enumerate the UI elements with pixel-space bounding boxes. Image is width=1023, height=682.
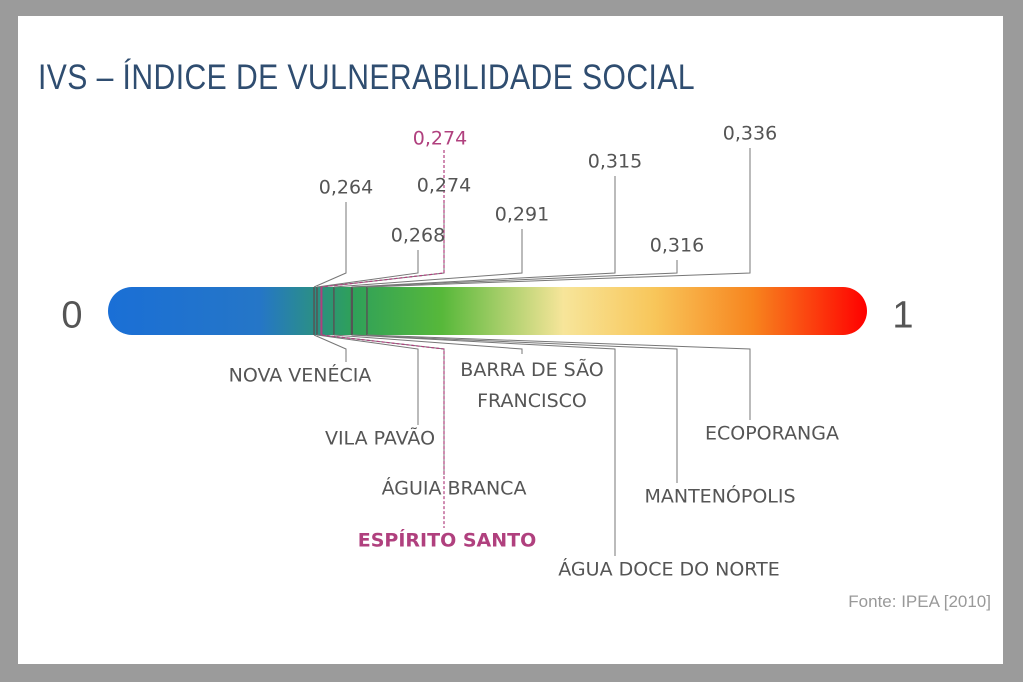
category-label: VILA PAVÃO — [324, 427, 436, 450]
highlight-label: ESPÍRITO SANTO — [357, 529, 537, 552]
category-label: MANTENÓPOLIS — [644, 485, 796, 508]
scale-bar — [108, 287, 867, 335]
leader-line — [313, 202, 347, 288]
leader-line — [316, 334, 419, 425]
leader-line — [352, 334, 678, 483]
highlight-value-label: 0,274 — [412, 127, 468, 150]
leader-line — [352, 260, 678, 288]
leader-line — [366, 148, 751, 288]
leader-line — [351, 334, 616, 556]
leader-line — [333, 229, 523, 288]
source: Fonte: IPEA [2010] — [848, 592, 991, 611]
chart-title: IVS – ÍNDICE DE VULNERABILIDADE SOCIAL — [38, 58, 695, 97]
leader-line — [313, 334, 347, 362]
x-tick-label: 1 — [892, 294, 914, 337]
leader-line — [366, 334, 751, 420]
value-label: 0,315 — [587, 150, 643, 173]
leader-line — [316, 250, 419, 288]
leader-line — [351, 176, 616, 288]
leader-line — [333, 334, 523, 354]
value-label: 0,316 — [649, 234, 705, 257]
value-label: 0,264 — [318, 176, 374, 199]
category-label: ÁGUIA BRANCA — [381, 477, 527, 500]
category-label: ÁGUA DOCE DO NORTE — [558, 558, 780, 581]
value-label: 0,268 — [390, 224, 446, 247]
value-label: 0,291 — [494, 203, 550, 226]
value-label: 0,274 — [416, 174, 472, 197]
category-label: ECOPORANGA — [704, 422, 840, 445]
x-tick-label: 0 — [61, 294, 83, 337]
category-label: NOVA VENÉCIA — [228, 364, 372, 387]
category-label: BARRA DE SÃO FRANCISCO — [460, 359, 604, 412]
highlight-line — [320, 150, 445, 528]
value-label: 0,336 — [722, 122, 778, 145]
